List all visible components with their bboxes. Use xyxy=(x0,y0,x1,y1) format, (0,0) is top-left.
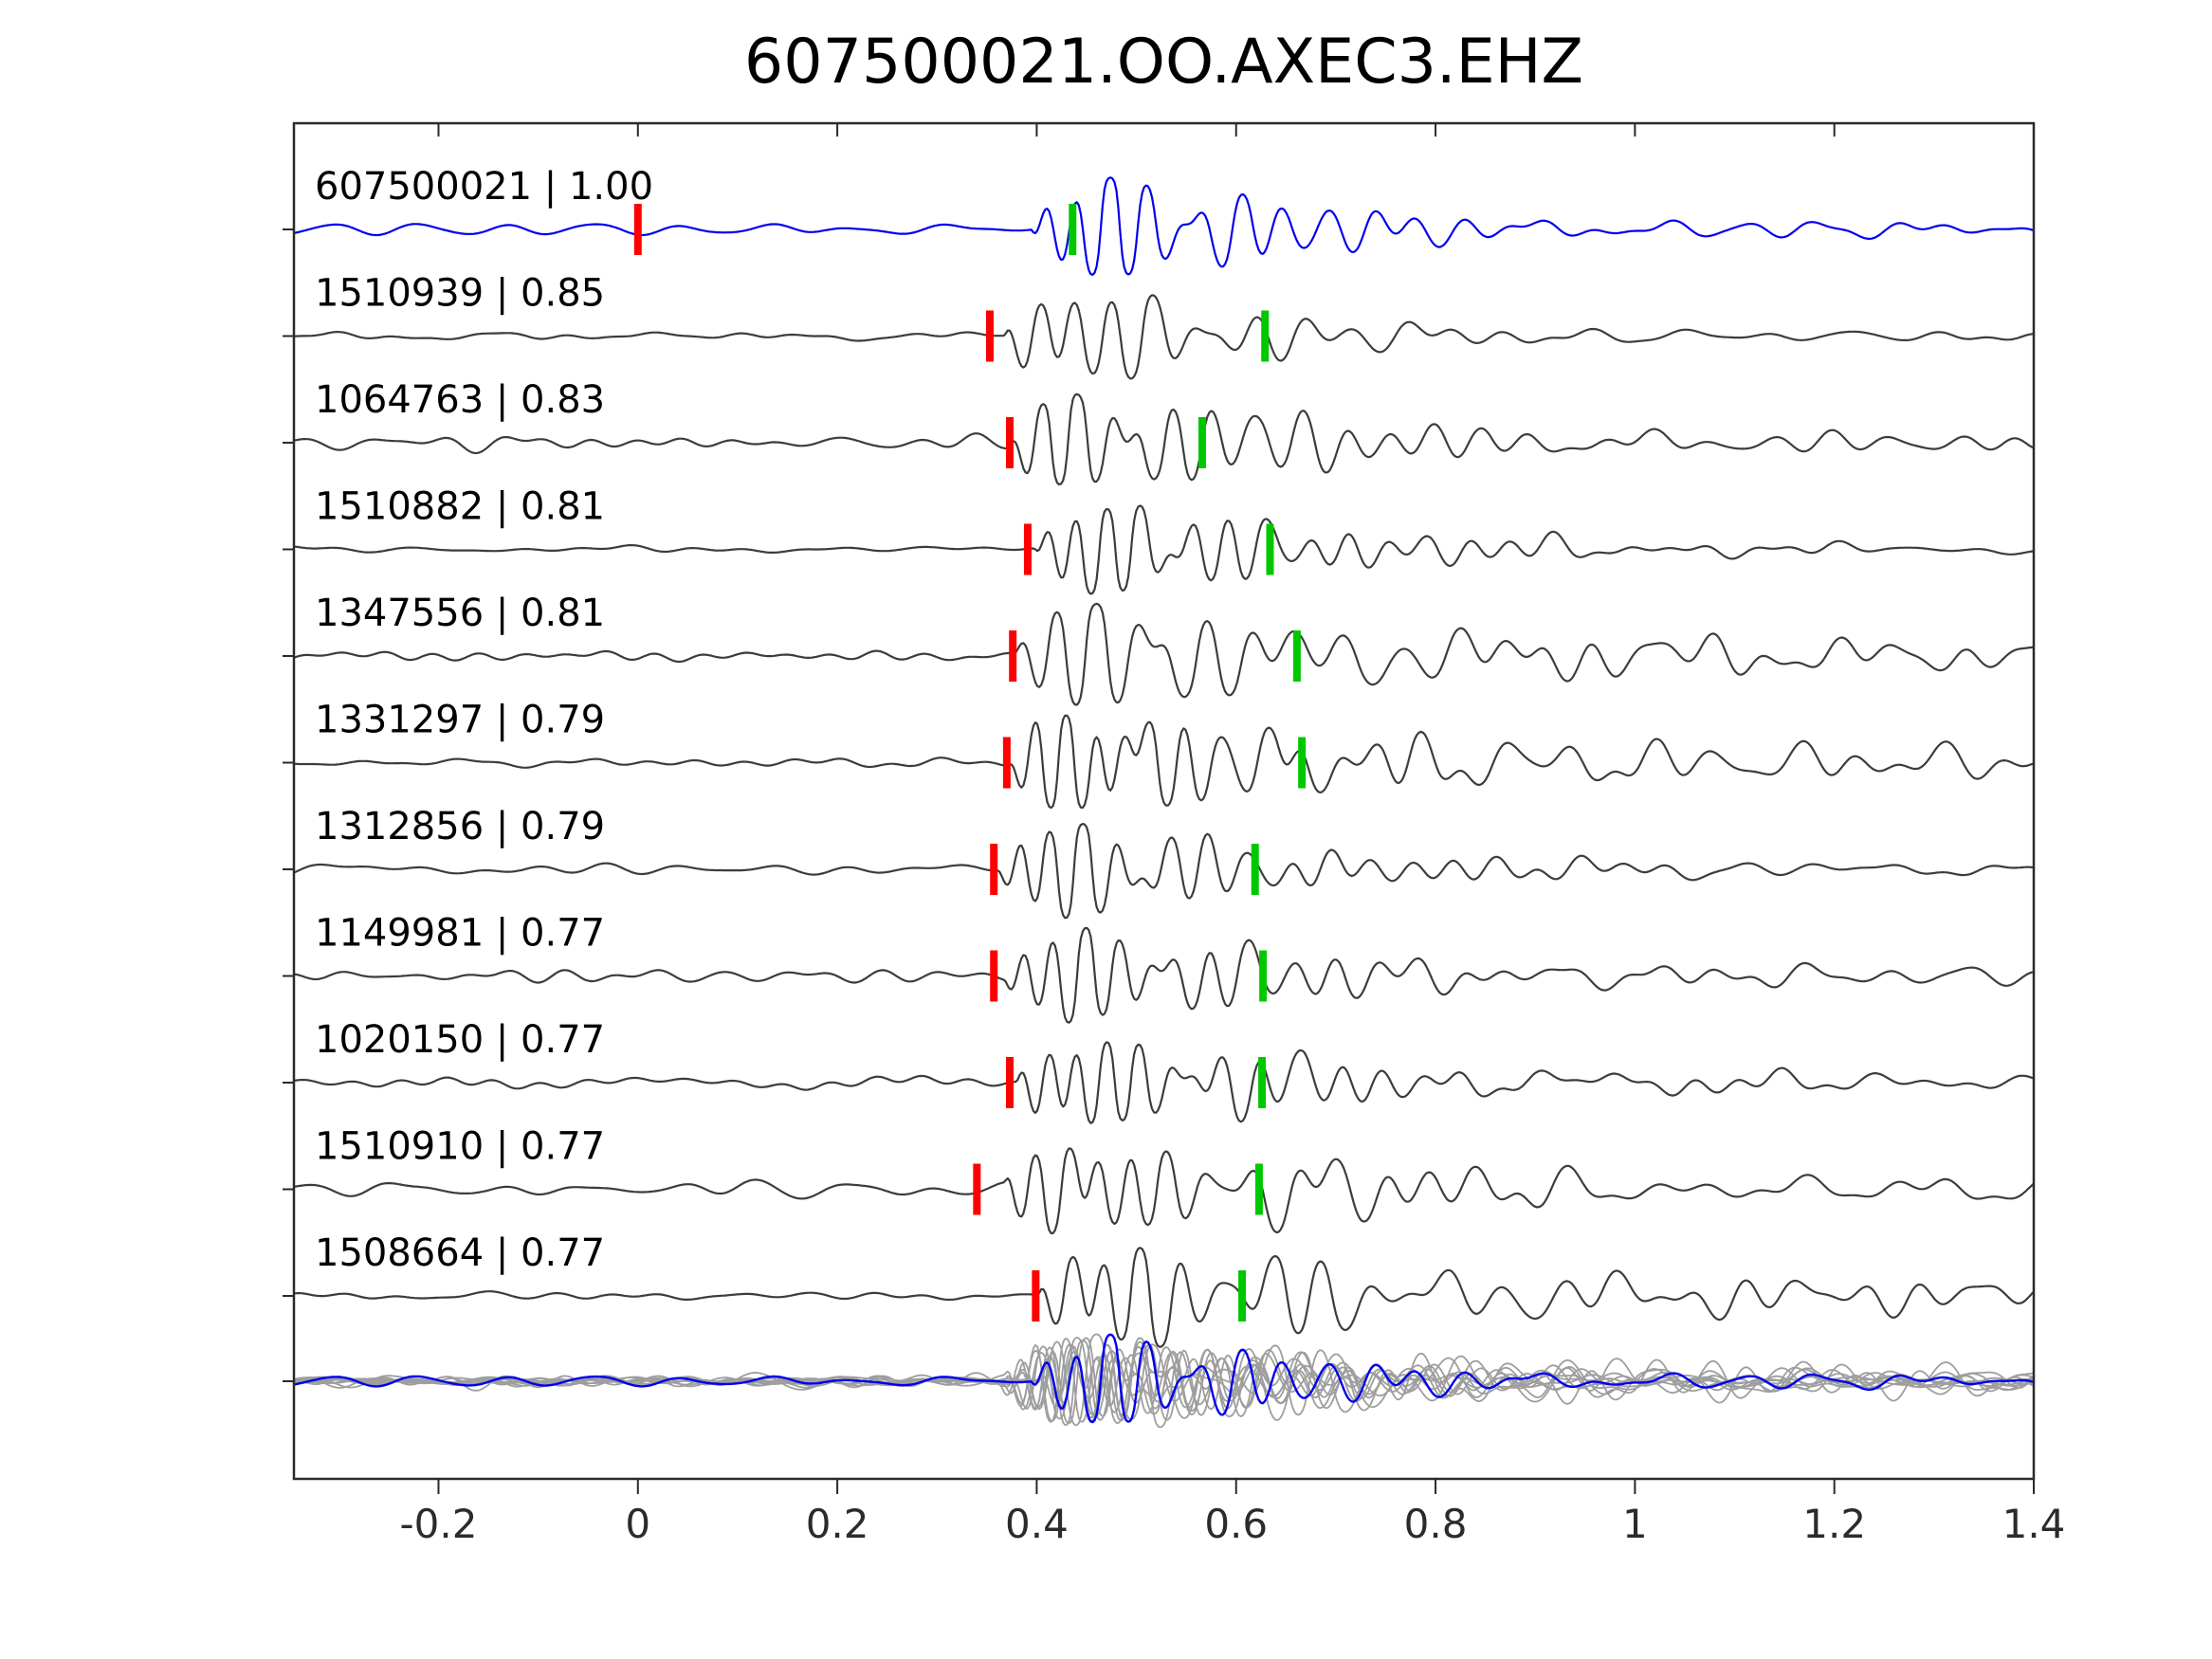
detection-waveform xyxy=(293,504,2035,595)
red-pick-marker xyxy=(1009,630,1017,682)
chart-title: 607500021.OO.AXEC3.EHZ xyxy=(743,27,1584,98)
x-tick-label: 1.2 xyxy=(1802,1501,1866,1547)
detection-waveform xyxy=(293,714,2035,810)
green-pick-marker xyxy=(1069,204,1077,255)
x-tick-label: 0.4 xyxy=(1005,1501,1069,1547)
red-pick-marker xyxy=(1032,1270,1040,1322)
trace-label: 1312856 | 0.79 xyxy=(315,805,605,848)
red-pick-marker xyxy=(990,844,998,895)
x-tick-label: 1 xyxy=(1622,1501,1648,1547)
green-pick-marker xyxy=(1258,1057,1267,1108)
red-pick-marker xyxy=(1006,1057,1015,1108)
stack-overlay-waveform xyxy=(293,1337,2035,1429)
green-pick-marker xyxy=(1259,950,1268,1002)
trace-label: 1508664 | 0.77 xyxy=(315,1231,605,1275)
red-pick-marker xyxy=(973,1163,981,1215)
trace-label: 607500021 | 1.00 xyxy=(315,165,653,209)
detection-waveform xyxy=(293,294,2035,380)
trace-label: 1064763 | 0.83 xyxy=(315,378,605,422)
green-pick-marker xyxy=(1251,844,1259,895)
x-tick-label: 0 xyxy=(625,1501,650,1547)
trace-label: 1347556 | 0.81 xyxy=(315,592,605,635)
detection-waveform xyxy=(293,1147,2035,1235)
red-pick-marker xyxy=(633,204,642,255)
green-pick-marker xyxy=(1254,1163,1263,1215)
trace-label: 1331297 | 0.79 xyxy=(315,699,605,742)
trace-label: 1510939 | 0.85 xyxy=(315,272,605,316)
detection-waveform xyxy=(293,1041,2035,1124)
detection-waveform xyxy=(293,1247,2035,1348)
green-pick-marker xyxy=(1261,310,1270,362)
template-waveform xyxy=(293,176,2035,276)
trace-label: 1510882 | 0.81 xyxy=(315,485,605,529)
x-tick-label: 0.2 xyxy=(806,1501,869,1547)
x-tick-label: 1.4 xyxy=(2002,1501,2066,1547)
trace-label: 1149981 | 0.77 xyxy=(315,912,605,956)
red-pick-marker xyxy=(1002,737,1011,789)
detection-waveform xyxy=(293,602,2035,706)
x-tick-label: 0.8 xyxy=(1404,1501,1468,1547)
detection-waveform xyxy=(293,926,2035,1024)
trace-label: 1020150 | 0.77 xyxy=(315,1018,605,1062)
red-pick-marker xyxy=(986,310,994,362)
stack-overlay-waveform xyxy=(293,1343,2035,1422)
x-tick-label: 0.6 xyxy=(1204,1501,1268,1547)
stack-template-waveform xyxy=(293,1333,2035,1424)
red-pick-marker xyxy=(990,950,998,1002)
green-pick-marker xyxy=(1266,523,1274,575)
green-pick-marker xyxy=(1238,1270,1247,1322)
detection-waveform xyxy=(293,822,2035,920)
green-pick-marker xyxy=(1197,417,1206,468)
green-pick-marker xyxy=(1298,737,1307,789)
red-pick-marker xyxy=(1006,417,1015,468)
trace-label: 1510910 | 0.77 xyxy=(315,1125,605,1169)
green-pick-marker xyxy=(1292,630,1301,682)
plot-border xyxy=(292,121,2036,1481)
red-pick-marker xyxy=(1023,523,1032,575)
x-tick-label: -0.2 xyxy=(400,1501,478,1547)
detection-waveform xyxy=(293,392,2035,486)
